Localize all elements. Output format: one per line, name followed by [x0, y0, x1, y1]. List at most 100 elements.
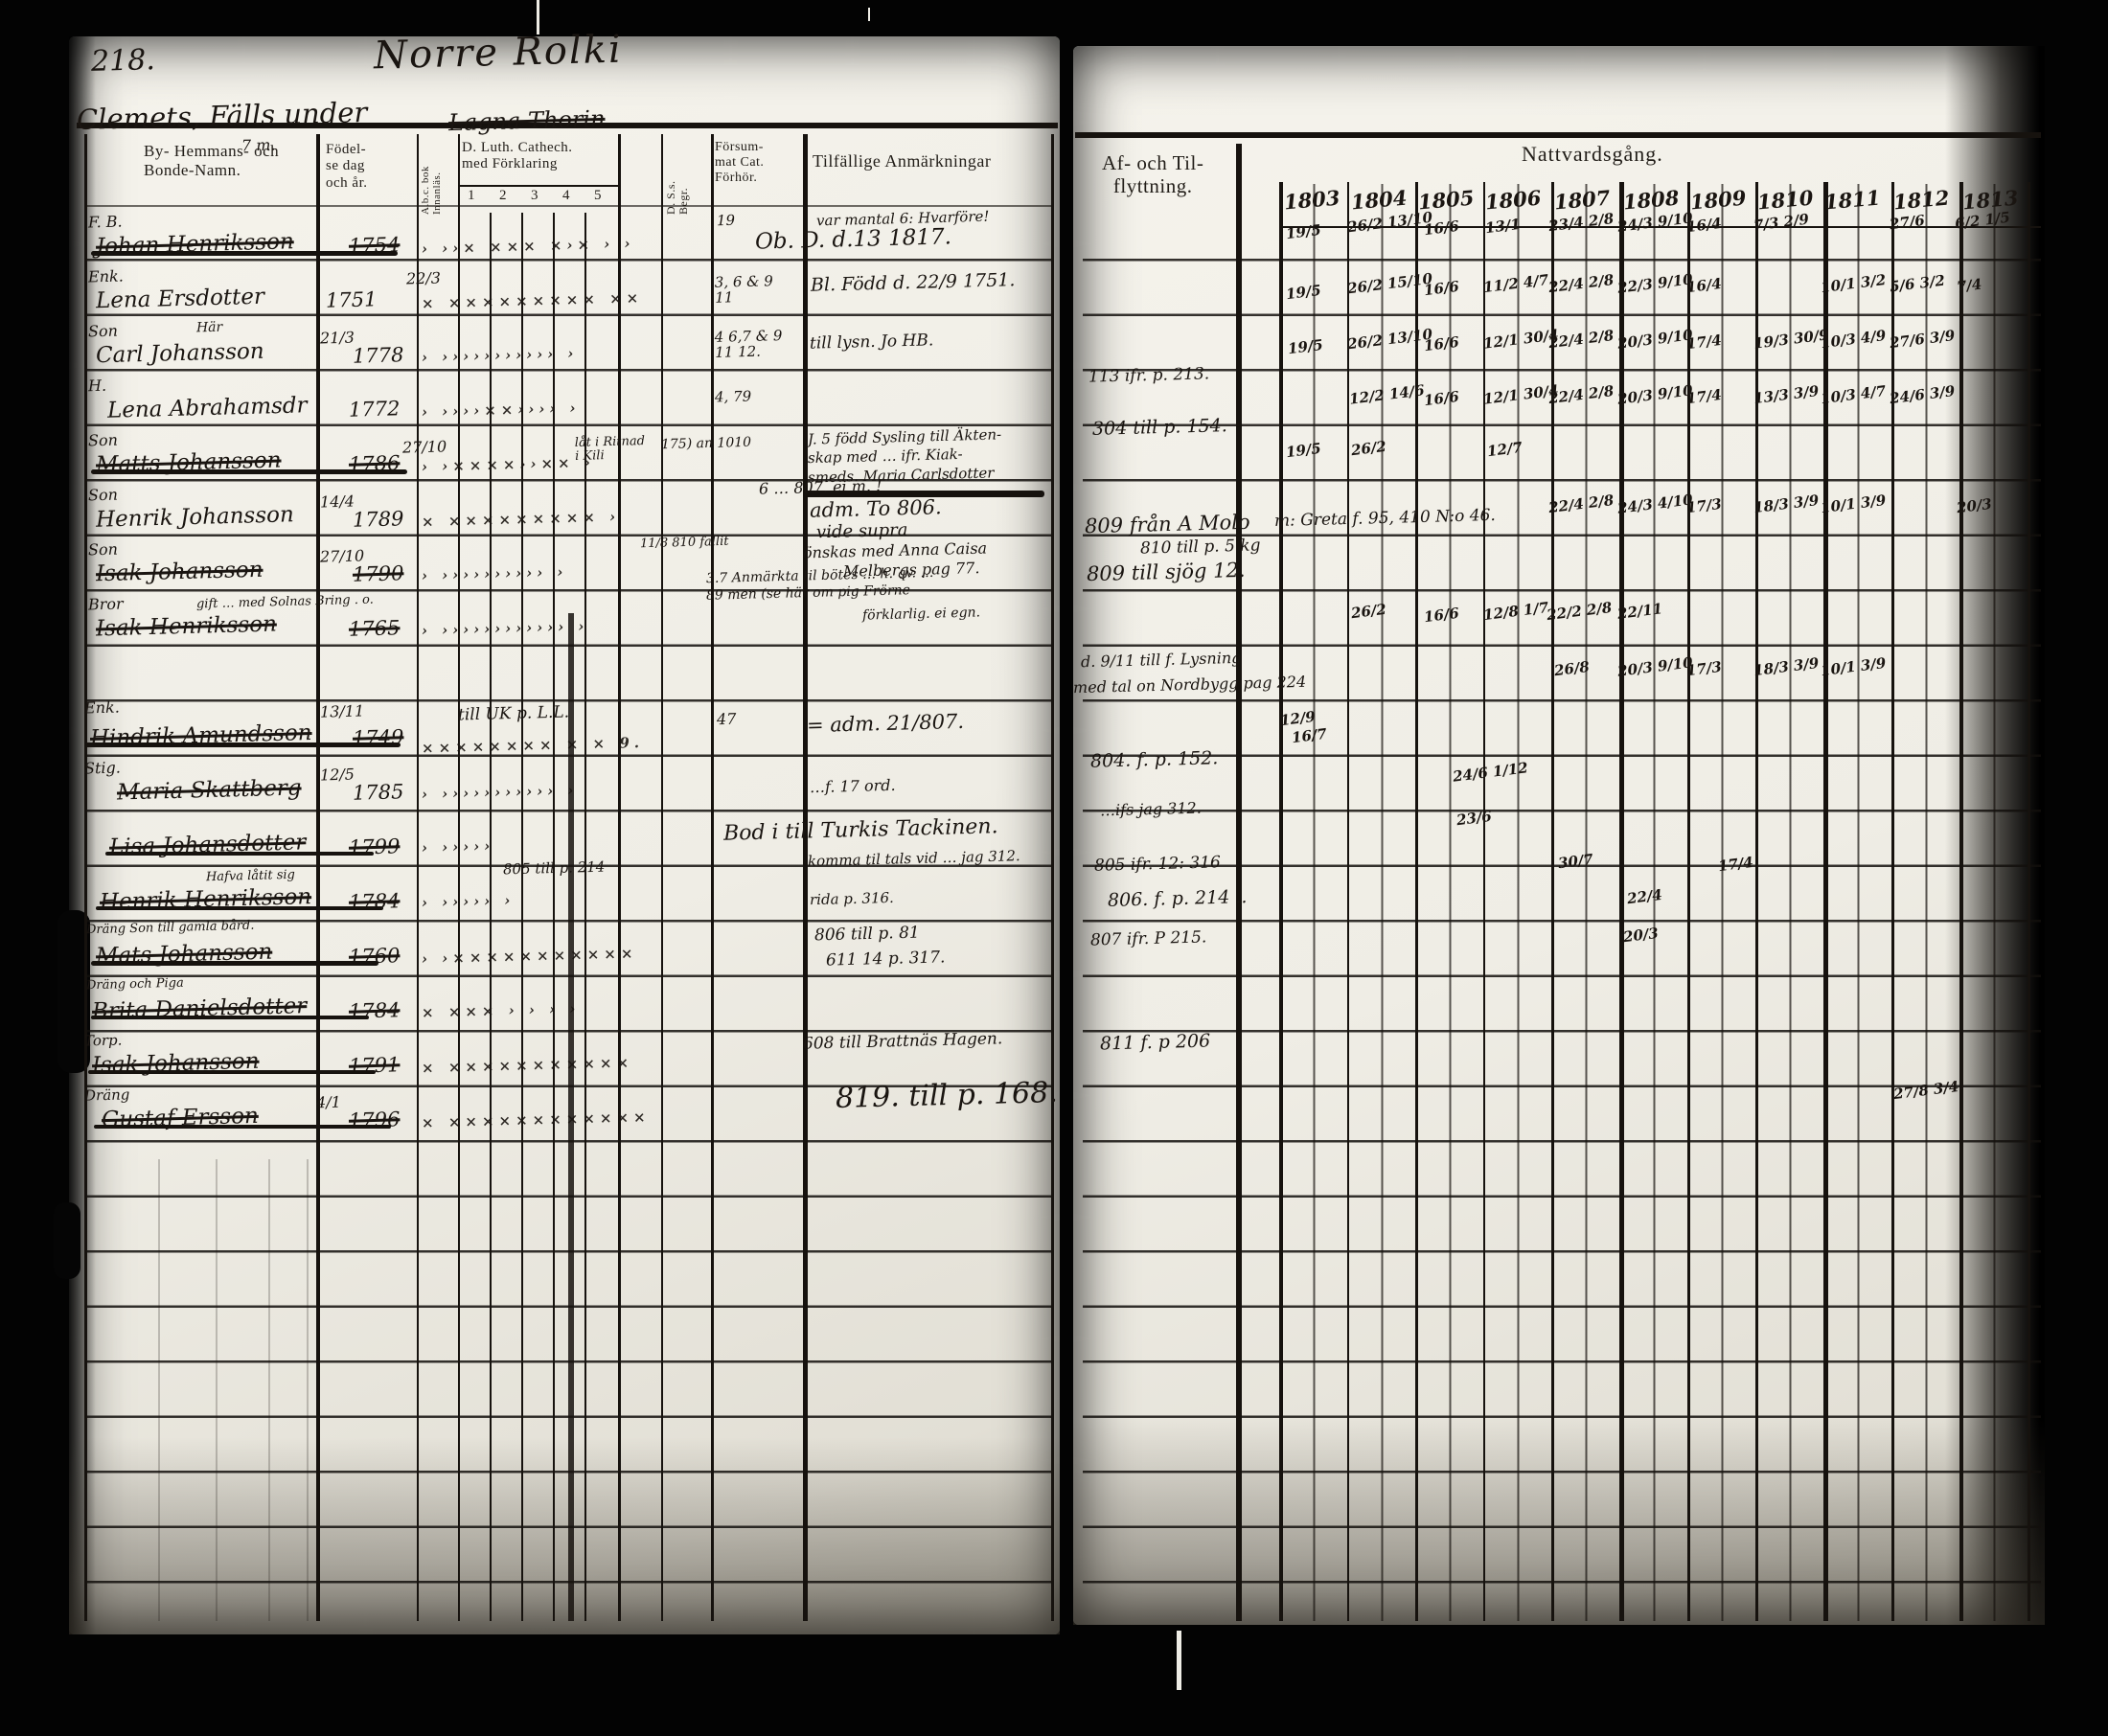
header-begr-col: D. S.s. Begr. — [664, 180, 691, 215]
communion-date: 20/3 — [1956, 494, 1993, 517]
cathech-subcol-1: 1 — [468, 188, 475, 203]
communion-date: 17/4 — [1685, 385, 1723, 408]
subcolumn-line — [584, 213, 586, 1621]
communion-date: 19/5 — [1285, 281, 1322, 304]
row-name: Maria Skattberg — [116, 775, 302, 806]
communion-date: 16/4 — [1685, 274, 1723, 297]
header-moving-col: Af- och Til- flyttning. — [1102, 151, 1204, 198]
header-communion: Nattvardsgång. — [1522, 142, 1663, 166]
row-relation: Son — [87, 321, 119, 341]
communion-date: 22/4 — [1626, 885, 1663, 908]
communion-date: 13/1 — [1484, 215, 1522, 238]
year-label: 1804 — [1349, 185, 1409, 215]
communion-date: 23/6 — [1455, 807, 1493, 830]
communion-date: 16/7 — [1291, 724, 1328, 747]
year-label: 1812 — [1891, 185, 1951, 215]
column-line — [84, 134, 87, 1621]
row-relation: Enk. — [83, 697, 121, 718]
communion-date: 26/2 — [1350, 437, 1387, 460]
communion-date: 30/7 — [1557, 850, 1594, 873]
subcolumn-line — [490, 213, 492, 1621]
cathech-subcol-4: 4 — [562, 188, 570, 203]
row-marks: › ››››› › — [421, 891, 516, 912]
row-forsummat: 175) an 1010 — [660, 434, 752, 453]
strike-mark — [91, 961, 378, 966]
communion-date: 19/5 — [1285, 439, 1322, 462]
subcolumn-line — [521, 213, 523, 1621]
remark-note: 806 till p. 81 — [813, 923, 920, 946]
faint-line — [307, 1159, 309, 1621]
year-boundary — [1415, 182, 1418, 1621]
column-line — [618, 134, 621, 1621]
year-boundary — [1279, 182, 1283, 1621]
column-line — [417, 134, 419, 1621]
row-name: Lena Abrahamsdr — [106, 393, 308, 423]
year-boundary — [1959, 182, 1963, 1621]
row-forsummat: 11/8 810 fallit — [639, 534, 729, 552]
header-forsummat-col: Försum- mat Cat. Förhör. — [715, 140, 765, 186]
remark-note: 819. till p. 168. — [835, 1075, 1059, 1116]
row-cathech-note: 805 till p. 214 — [502, 857, 606, 879]
row-note: Här — [195, 319, 223, 336]
row-name: Lena Ersdotter — [95, 284, 265, 314]
row-birthdate: 12/5 — [319, 765, 355, 785]
row-birthdate: 22/3 — [405, 268, 442, 288]
column-line — [661, 134, 663, 1621]
row-marks: › ››››××›››› › — [421, 399, 581, 422]
ink-stroke — [568, 613, 574, 1621]
remark-note: adm. To 806. — [809, 495, 942, 522]
row-marks: › ››››› — [421, 837, 495, 857]
strike-mark — [91, 251, 398, 256]
year-boundary — [1551, 182, 1554, 1621]
farm-sub: 7 m. — [241, 135, 276, 155]
row-year: 1789 — [352, 507, 404, 532]
transfer-note: 809 från A Molo — [1084, 510, 1250, 538]
film-speck — [868, 8, 870, 21]
communion-date: 19/5 — [1285, 220, 1322, 243]
header-birth-col: Födel- se dag och år. — [326, 142, 368, 191]
header-remarks-col: Tilfällige Anmärkningar — [813, 151, 992, 171]
strike-mark — [105, 852, 374, 856]
faint-line — [268, 1159, 270, 1621]
row-relation: Enk. — [87, 266, 125, 286]
row-marks: › ››››››››››› › — [421, 781, 579, 804]
cathech-subcol-5: 5 — [594, 188, 602, 203]
row-birthdate: 27/10 — [401, 437, 447, 457]
row-forsummat: 4 6,7 & 9 11 12. — [714, 327, 783, 362]
film-speck — [1177, 1631, 1181, 1690]
communion-date: 16/6 — [1423, 604, 1460, 627]
communion-thin-columns — [1279, 184, 2028, 1621]
communion-date: 17/4 — [1717, 853, 1754, 876]
year-label: 1811 — [1822, 185, 1882, 215]
header-abc-col: A.b.c. bok Innanläs. — [420, 166, 444, 215]
row-note: Hafva låtit sig — [205, 867, 296, 885]
row-name: Carl Johansson — [95, 338, 264, 369]
remark-note: vide supra — [815, 519, 908, 543]
cathech-subcol-3: 3 — [531, 188, 538, 203]
row-birthdate: 14/4 — [319, 491, 355, 512]
row-marks: × ××× › › › › — [421, 999, 581, 1022]
faint-line — [216, 1159, 218, 1621]
year-label: 1809 — [1688, 185, 1748, 215]
column-line — [711, 134, 714, 1621]
communion-date: 17/4 — [1685, 331, 1723, 354]
remark-note: …f. 17 ord. — [809, 775, 896, 797]
row-forsummat: 4, 79 — [714, 387, 752, 406]
row-relation: Stig. — [83, 758, 122, 778]
row-marks: › ›››››››››› › — [421, 563, 568, 584]
communion-date: 20/3 — [1622, 924, 1660, 947]
communion-date: 16/6 — [1423, 277, 1460, 300]
row-year: 1751 — [325, 287, 378, 312]
remark-note: Ob. D. d.13 1817. — [754, 224, 952, 255]
remark-note: 6 … 807. ei m. ! — [758, 476, 882, 498]
column-line — [1051, 134, 1054, 1621]
communion-date: 27/6 — [1889, 211, 1926, 234]
row-forsummat: 3, 6 & 9 11 — [714, 272, 774, 307]
heavy-top-rule-left — [77, 123, 1058, 128]
transfer-note: 806. f. p. 214 .. — [1107, 886, 1248, 911]
row-year: 1778 — [352, 343, 404, 368]
strike-mark — [91, 469, 407, 474]
remark-note: 611 14 p. 317. — [825, 948, 946, 971]
communion-date: 26/8 — [1553, 657, 1591, 680]
